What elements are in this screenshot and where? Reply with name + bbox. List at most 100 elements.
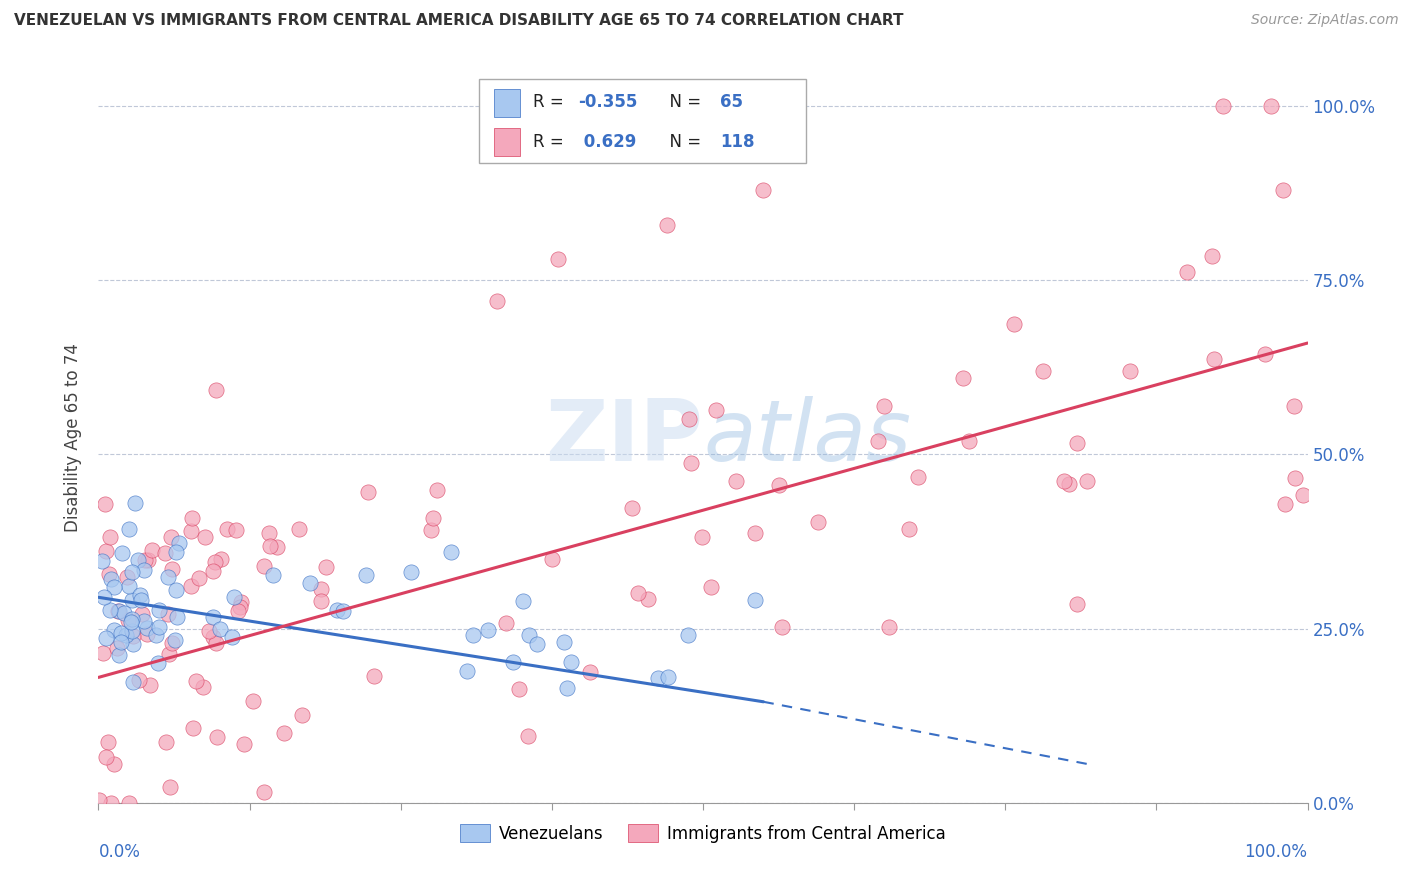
Point: [121, 592, 143, 607]
Point: [553, 635, 575, 649]
Text: -0.355: -0.355: [578, 94, 638, 112]
Point: [879, 620, 901, 634]
Point: [157, 647, 180, 661]
Point: [97, 735, 120, 749]
Point: [134, 614, 156, 628]
Point: [1053, 475, 1076, 489]
Point: [124, 496, 146, 510]
Point: [121, 565, 143, 579]
Point: [519, 627, 541, 641]
Point: [136, 626, 159, 640]
Point: [1175, 265, 1198, 279]
Point: [873, 399, 896, 413]
Point: [262, 567, 284, 582]
Point: [159, 780, 181, 794]
Text: ZIP: ZIP: [546, 395, 703, 479]
Point: [309, 594, 332, 608]
Point: [637, 592, 659, 607]
Point: [111, 546, 134, 560]
Point: [112, 606, 135, 620]
Point: [242, 694, 264, 708]
Point: [1032, 364, 1054, 378]
Point: [1057, 477, 1080, 491]
Text: R =: R =: [533, 94, 568, 112]
Point: [1201, 249, 1223, 263]
Text: R =: R =: [533, 133, 568, 151]
Point: [159, 529, 181, 543]
Point: [202, 630, 225, 644]
Point: [657, 670, 679, 684]
Point: [440, 545, 463, 559]
Point: [898, 522, 921, 536]
Point: [204, 555, 226, 569]
Point: [655, 218, 678, 232]
Point: [676, 627, 699, 641]
Point: [560, 656, 582, 670]
Point: [103, 581, 125, 595]
Point: [1212, 99, 1234, 113]
Y-axis label: Disability Age 65 to 74: Disability Age 65 to 74: [65, 343, 83, 532]
Point: [165, 632, 187, 647]
Point: [512, 594, 534, 608]
Point: [690, 531, 713, 545]
Point: [180, 524, 202, 538]
Point: [128, 673, 150, 687]
Point: [1284, 470, 1306, 484]
Point: [98, 603, 121, 617]
Point: [205, 635, 228, 649]
Point: [620, 500, 643, 515]
Point: [399, 566, 422, 580]
Point: [94, 543, 117, 558]
Point: [1274, 497, 1296, 511]
Point: [1002, 317, 1025, 331]
Point: [681, 456, 703, 470]
Point: [221, 630, 243, 644]
Point: [517, 729, 540, 743]
Point: [291, 707, 314, 722]
Bar: [494, 128, 520, 156]
FancyBboxPatch shape: [479, 78, 806, 163]
Point: [107, 604, 129, 618]
Point: [136, 553, 159, 567]
Point: [118, 579, 141, 593]
Point: [134, 563, 156, 577]
Text: VENEZUELAN VS IMMIGRANTS FROM CENTRAL AMERICA DISABILITY AGE 65 TO 74 CORRELATIO: VENEZUELAN VS IMMIGRANTS FROM CENTRAL AM…: [14, 13, 904, 29]
Point: [100, 572, 122, 586]
Point: [225, 523, 247, 537]
Point: [768, 478, 790, 492]
Point: [165, 583, 187, 598]
Point: [110, 626, 132, 640]
Point: [180, 579, 202, 593]
Point: [259, 539, 281, 553]
Point: [627, 585, 650, 599]
Point: [108, 648, 131, 663]
Point: [100, 796, 122, 810]
Point: [461, 628, 484, 642]
Point: [115, 570, 138, 584]
Point: [700, 581, 723, 595]
Point: [148, 620, 170, 634]
Point: [1254, 347, 1277, 361]
Point: [526, 637, 548, 651]
Point: [486, 294, 509, 309]
Point: [162, 562, 184, 576]
Text: 0.629: 0.629: [578, 133, 637, 151]
Point: [94, 497, 117, 511]
Point: [1272, 183, 1295, 197]
Point: [205, 730, 228, 744]
Point: [579, 665, 602, 679]
Point: [117, 613, 139, 627]
Point: [228, 599, 250, 614]
Point: [1076, 475, 1098, 489]
Point: [647, 671, 669, 685]
Point: [146, 656, 169, 670]
Legend: Venezuelans, Immigrants from Central America: Venezuelans, Immigrants from Central Ame…: [454, 818, 952, 849]
Point: [141, 543, 163, 558]
Point: [1260, 99, 1282, 113]
Point: [704, 403, 727, 417]
Point: [191, 680, 214, 694]
Point: [103, 757, 125, 772]
Point: [957, 434, 980, 448]
Point: [287, 522, 309, 536]
Point: [131, 607, 153, 621]
